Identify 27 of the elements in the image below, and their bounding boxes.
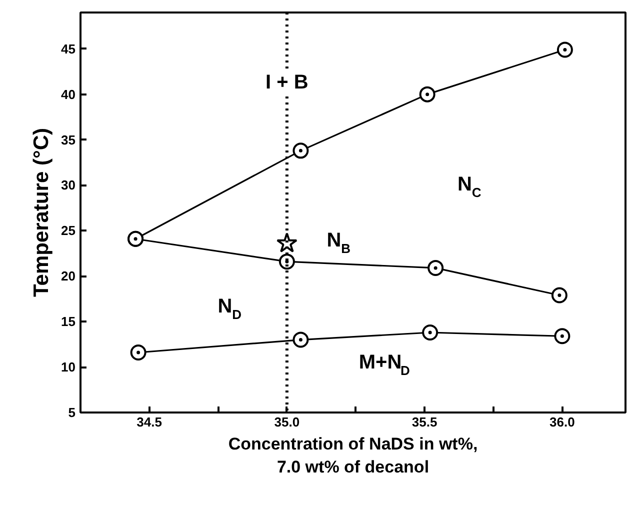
y-tick-label: 45 [61,41,76,56]
point [292,142,309,159]
y-tick-label: 25 [61,223,76,238]
point [422,324,438,340]
y-axis-title: Temperature (°C) [30,128,54,298]
annotation: I + B [266,72,308,94]
x-tick-label: 35.0 [274,414,300,430]
x-tick-label: 35.5 [412,414,438,430]
y-tick-label: 10 [61,360,76,375]
point [130,344,146,360]
point [128,230,144,247]
y-tick-label: 40 [61,86,76,102]
x-axis-title: Concentration of NaDS in wt%, 7.0 wt% of decanol [228,434,478,476]
point [292,332,309,348]
y-tick-label: 35 [61,132,76,148]
point [278,254,295,270]
point [419,86,436,102]
y-tick-label: 5 [68,405,76,420]
point [551,287,568,304]
x-tick-label: 36.0 [550,414,575,430]
x-tick-label: 34.5 [136,414,162,430]
point [556,42,573,58]
point [428,260,444,276]
y-tick-label: 20 [61,268,76,284]
y-tick-label: 15 [61,314,76,330]
y-tick-label: 30 [61,178,76,193]
point [554,328,570,344]
